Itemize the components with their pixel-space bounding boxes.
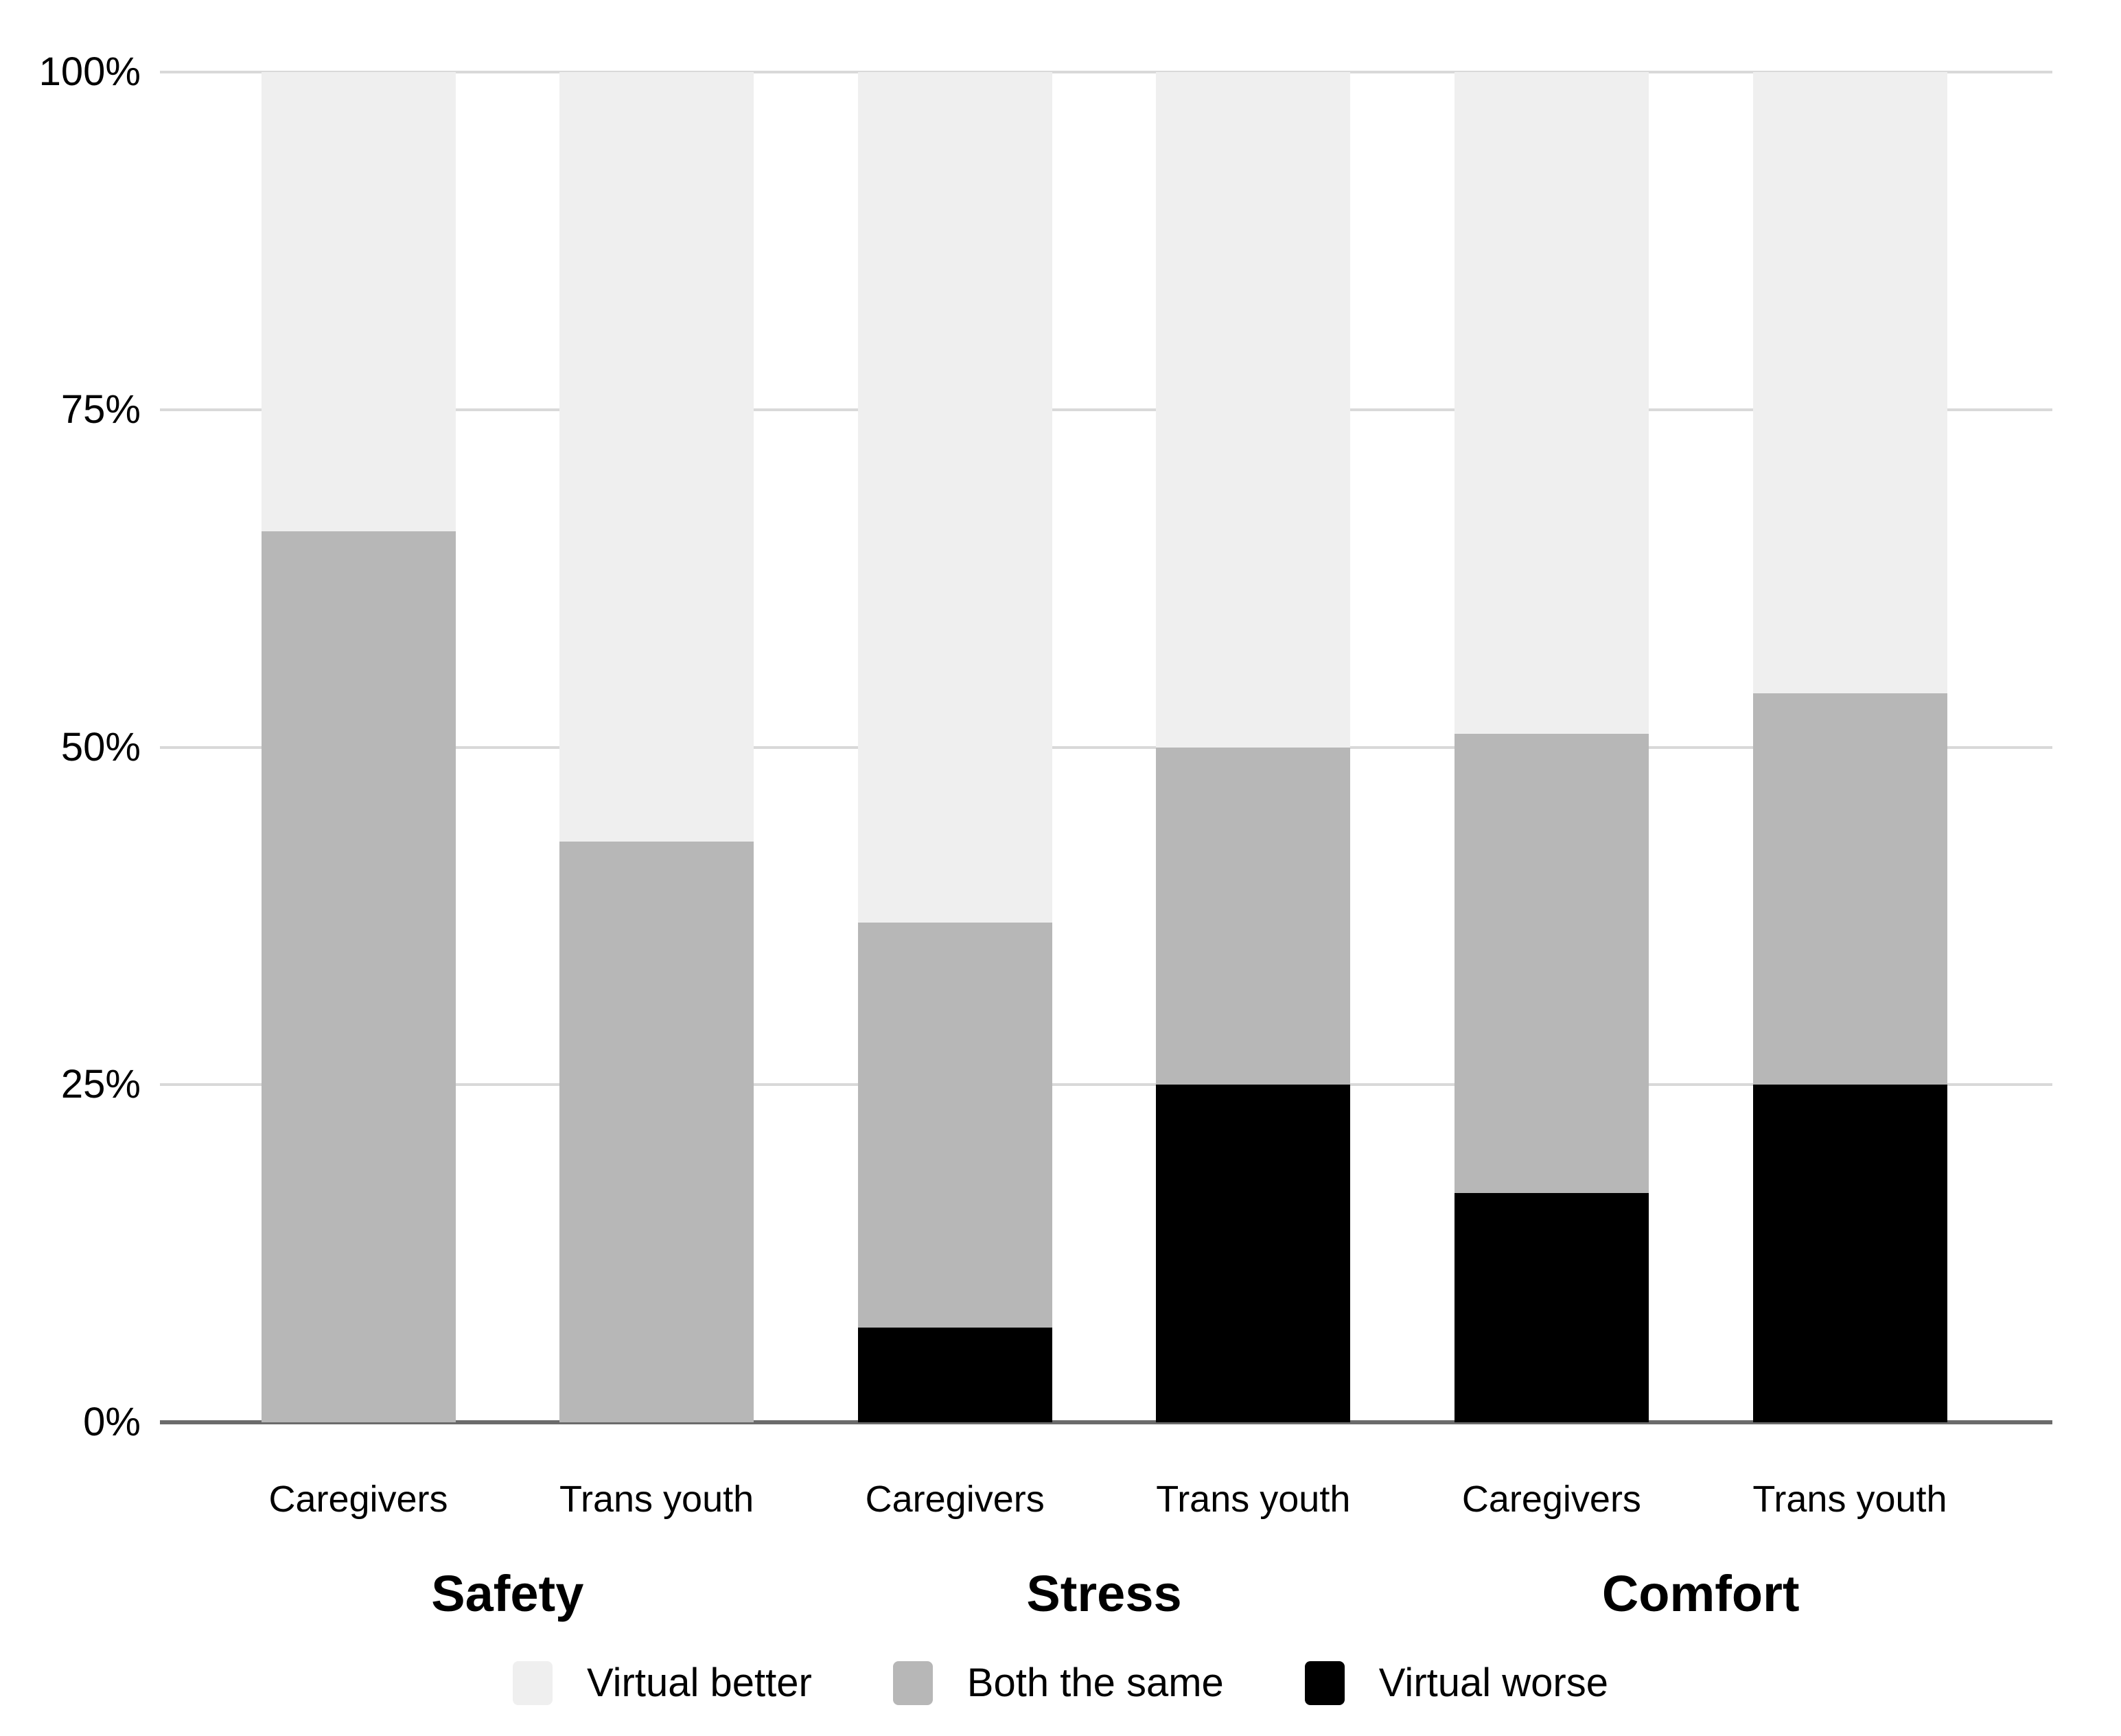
bar-segment-both-the-same (1752, 693, 1947, 1085)
x-axis-line (160, 1420, 2052, 1424)
x-category-label: Caregivers (268, 1479, 448, 1520)
gridline (160, 745, 2052, 749)
bar-segment-virtual-worse (1156, 1085, 1351, 1422)
bar-segment-virtual-worse (1454, 1192, 1649, 1422)
x-category-label: Caregivers (865, 1479, 1045, 1520)
legend-label: Both the same (966, 1660, 1224, 1705)
gridline (160, 1083, 2052, 1087)
legend-swatch-both-the-same (892, 1660, 933, 1705)
legend-item-virtual-worse: Virtual worse (1304, 1660, 1608, 1706)
bar-segment-both-the-same (261, 531, 456, 1422)
bar-segment-virtual-better (559, 72, 754, 842)
bar-segment-virtual-better (1156, 72, 1351, 748)
x-category-label: Caregivers (1461, 1479, 1641, 1520)
y-tick-label: 100% (38, 49, 141, 94)
bar-segment-virtual-better (857, 72, 1052, 923)
bar-segment-virtual-better (1454, 72, 1649, 734)
legend: Virtual better Both the same Virtual worse (0, 1660, 2121, 1706)
y-tick-label: 0% (83, 1400, 141, 1444)
legend-label: Virtual worse (1378, 1660, 1608, 1705)
gridline (160, 71, 2052, 73)
bar-segment-virtual-worse (1752, 1085, 1947, 1422)
x-category-label: Trans youth (1752, 1479, 1947, 1520)
bar-segment-both-the-same (1454, 733, 1649, 1193)
bar-segment-virtual-worse (857, 1328, 1052, 1422)
group-label-safety: Safety (431, 1565, 584, 1622)
gridline (160, 408, 2052, 411)
bar-segment-both-the-same (1156, 747, 1351, 1085)
bar-segment-virtual-better (261, 72, 456, 531)
group-label-comfort: Comfort (1601, 1565, 1800, 1622)
y-tick-label: 75% (60, 386, 141, 432)
legend-item-virtual-better: Virtual better (513, 1660, 812, 1706)
x-category-label: Trans youth (1156, 1479, 1351, 1520)
x-category-label: Trans youth (559, 1479, 754, 1520)
legend-swatch-virtual-better (513, 1660, 553, 1705)
bar-segment-both-the-same (559, 842, 754, 1422)
bar-segment-virtual-better (1752, 72, 1947, 693)
legend-label: Virtual better (587, 1660, 812, 1705)
y-tick-label: 25% (60, 1062, 141, 1107)
legend-item-both-the-same: Both the same (892, 1660, 1224, 1706)
bar-segment-both-the-same (857, 923, 1052, 1328)
y-tick-label: 50% (60, 724, 141, 769)
legend-swatch-virtual-worse (1304, 1660, 1345, 1705)
group-label-stress: Stress (1026, 1565, 1182, 1622)
